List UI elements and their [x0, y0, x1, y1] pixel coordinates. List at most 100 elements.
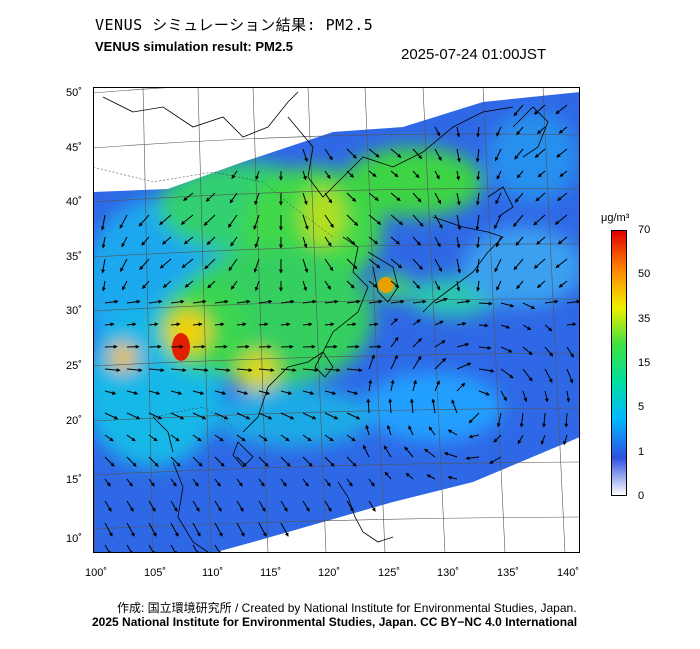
wind-arrow [557, 192, 568, 201]
wind-arrow [204, 258, 216, 270]
wind-arrow [456, 362, 472, 370]
lat-label-30: 30˚ [66, 305, 82, 317]
wind-arrow [236, 456, 247, 467]
wind-arrow [192, 368, 209, 373]
wind-arrow [468, 434, 480, 439]
wind-arrow [522, 346, 533, 356]
wind-arrow [346, 456, 357, 467]
wind-arrow [170, 434, 180, 442]
wind-arrow [192, 390, 205, 395]
wind-arrow [104, 478, 111, 487]
wind-arrow [475, 148, 480, 163]
wind-arrow [388, 398, 393, 414]
wind-arrow [236, 322, 247, 327]
wind-arrow [126, 368, 143, 373]
wind-arrow [121, 280, 128, 291]
wind-arrow [162, 236, 172, 245]
wind-arrow [362, 444, 370, 458]
wind-arrow [456, 258, 462, 274]
wind-arrow [254, 280, 260, 292]
wind-arrow [324, 368, 341, 373]
wind-arrow [496, 280, 502, 291]
wind-arrow [302, 322, 313, 327]
wind-arrow [434, 380, 440, 392]
wind-arrow [324, 322, 335, 327]
wind-arrow [121, 236, 128, 248]
wind-arrow [494, 148, 502, 162]
wind-arrow [280, 478, 287, 487]
wind-arrow [148, 299, 163, 304]
wind-arrow [412, 379, 417, 392]
wind-arrow [390, 258, 403, 269]
lat-label-40: 40˚ [66, 196, 82, 208]
wind-arrow [148, 412, 163, 420]
wind-arrow [203, 214, 216, 226]
wind-arrow [101, 236, 106, 249]
wind-arrow [236, 500, 244, 512]
lon-label-120: 120˚ [318, 567, 341, 579]
wind-arrow [205, 192, 216, 202]
wind-arrow [126, 434, 136, 442]
wind-arrow [101, 280, 106, 292]
colorbar-tick-5: 5 [638, 401, 645, 413]
wind-arrow [456, 236, 461, 249]
wind-arrow [324, 280, 332, 290]
lat-label-10: 10˚ [66, 533, 82, 545]
wind-arrow [258, 478, 265, 487]
wind-arrow [500, 324, 511, 329]
wind-arrow [495, 192, 502, 205]
wind-arrow [302, 170, 307, 181]
wind-arrow [236, 368, 253, 373]
wind-arrow [324, 299, 339, 304]
wind-arrow [104, 299, 119, 304]
lon-label-135: 135˚ [497, 567, 520, 579]
wind-arrow [170, 390, 183, 395]
wind-arrow [516, 126, 524, 136]
colorbar-unit: μg/m³ [601, 212, 630, 224]
wind-arrow [148, 368, 165, 373]
wind-arrow [280, 299, 295, 304]
wind-arrow [346, 322, 357, 327]
wind-arrow [119, 214, 128, 229]
wind-arrow [346, 148, 357, 159]
wind-arrow [451, 399, 458, 414]
wind-arrow [535, 192, 546, 202]
wind-arrow [408, 425, 414, 436]
wind-arrow [513, 104, 524, 117]
title-english: VENUS simulation result: PM2.5 [95, 39, 293, 54]
wind-arrow [170, 456, 181, 467]
wind-arrow [390, 318, 398, 326]
map-border [93, 87, 580, 553]
lon-label-130: 130˚ [437, 567, 460, 579]
colorbar-tick-35: 35 [638, 313, 651, 325]
wind-arrow [346, 280, 355, 289]
wind-arrow [229, 192, 238, 204]
wind-arrow [500, 390, 507, 402]
wind-arrow [517, 434, 524, 445]
wind-arrow [236, 478, 243, 487]
lat-label-15: 15˚ [66, 474, 82, 486]
wind-arrow [214, 299, 229, 304]
wind-arrow [516, 280, 524, 290]
colorbar-tick-50: 50 [638, 268, 651, 280]
wind-arrow [465, 456, 480, 461]
wind-arrow [468, 412, 480, 424]
wind-arrow [302, 456, 313, 467]
wind-arrow [478, 390, 490, 396]
wind-arrow [412, 355, 422, 370]
colorbar [611, 230, 627, 496]
wind-arrow [126, 390, 139, 395]
wind-arrow [214, 368, 231, 373]
wind-arrow [302, 478, 309, 487]
wind-arrow [346, 390, 359, 395]
wind-arrow [390, 148, 402, 158]
wind-arrow [258, 299, 273, 304]
wind-arrow [412, 338, 422, 348]
wind-arrow [104, 434, 114, 442]
wind-arrow [192, 522, 201, 537]
wind-arrow [434, 280, 441, 291]
wind-arrow [447, 429, 458, 436]
borders [93, 166, 334, 428]
wind-arrow [522, 368, 533, 382]
wind-arrow [280, 390, 293, 395]
